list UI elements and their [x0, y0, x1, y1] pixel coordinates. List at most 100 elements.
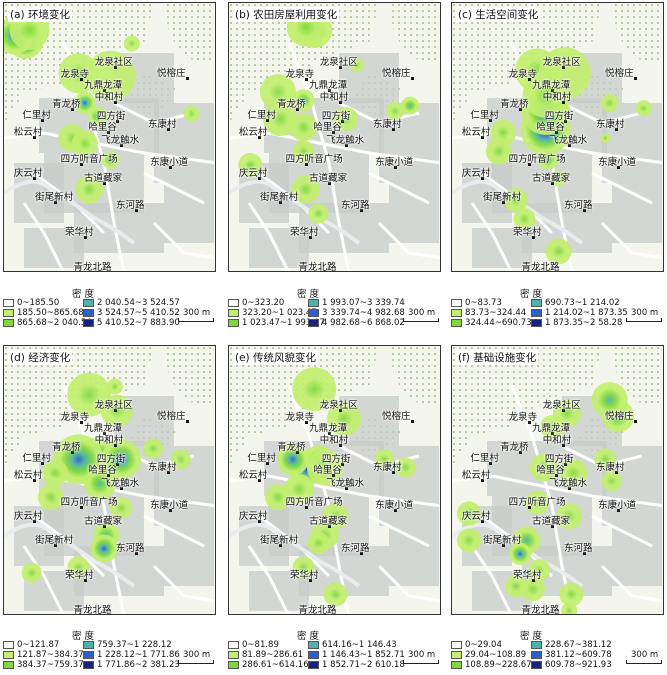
- scale-bar: [403, 318, 439, 322]
- place-marker: [317, 614, 320, 615]
- place-marker: [360, 209, 364, 213]
- place-label: 荣华村: [512, 570, 542, 582]
- built-up-block: [339, 53, 399, 103]
- place-label: 仁里村: [22, 452, 51, 464]
- legend-item: 1 873.35~2 58.28: [531, 318, 622, 328]
- place-marker: [167, 471, 170, 475]
- panel-title: (b) 农田房屋利用变化: [233, 7, 340, 22]
- road: [287, 42, 351, 271]
- legend-item: 286.61~614.16: [228, 660, 309, 670]
- place-label: 中和村: [94, 92, 124, 104]
- built-up-block: [389, 526, 439, 586]
- place-marker: [120, 487, 124, 491]
- place-label: 四方听音广场: [60, 497, 118, 509]
- farmland-area: [229, 3, 379, 123]
- legend-item: 121.87~384.37: [3, 650, 84, 660]
- legend-label: 4 982.68~6 868.02: [322, 318, 405, 328]
- place-marker: [32, 176, 36, 180]
- density-hotspot: [529, 453, 558, 482]
- legend-swatch: [83, 641, 94, 649]
- road: [470, 545, 513, 614]
- place-marker: [392, 128, 395, 132]
- panel-title: (f) 基础设施变化: [456, 350, 539, 365]
- density-hotspot: [263, 102, 298, 137]
- density-hotspot: [601, 471, 622, 491]
- place-label: 龙泉寺: [508, 69, 538, 81]
- legend-item: 4 982.68~6 868.02: [308, 318, 405, 328]
- legend-title: 密 度: [296, 631, 320, 642]
- legend-item: 1 214.02~1 873.35: [531, 308, 628, 318]
- legend-item: 0~185.50: [3, 298, 59, 308]
- place-marker: [107, 130, 111, 134]
- place-marker: [480, 479, 484, 483]
- place-marker: [103, 525, 107, 529]
- farmland-area: [612, 346, 663, 406]
- density-hotspot: [556, 503, 583, 530]
- density-hotspot: [289, 113, 318, 142]
- legend-swatch: [3, 651, 14, 659]
- place-label: 青龙北路: [73, 605, 112, 615]
- legend-b: 密 度 0~323.20 323.20~1 023.47 1 023.47~1 993…: [228, 286, 443, 330]
- place-marker: [308, 236, 312, 240]
- scale-bar: [403, 660, 439, 664]
- legend-swatch: [531, 299, 542, 307]
- place-label: 古道藏家: [532, 516, 571, 528]
- place-marker: [257, 176, 261, 180]
- place-marker: [113, 409, 117, 412]
- legend-label: 0~185.50: [17, 298, 60, 308]
- legend-swatch: [451, 299, 462, 307]
- legend-label: 1 852.71~2 610.18: [322, 660, 405, 670]
- place-marker: [527, 421, 531, 425]
- legend-swatch: [83, 651, 94, 659]
- density-hotspot: [504, 575, 527, 598]
- density-hotspot: [323, 582, 348, 607]
- place-label: 四方街: [544, 111, 574, 122]
- place-label: 龙泉社区: [542, 57, 581, 68]
- built-up-block: [612, 183, 662, 243]
- legend-item: 108.89~228.67: [451, 660, 532, 670]
- map-panel-e: (e) 传统风貌变化 龙泉寺 龙泉社区 悦榕庄 九鼎龙潭 中和村 青龙桥 仁里村 四方街 哈里谷…: [228, 345, 441, 615]
- place-label: 哈里谷: [313, 121, 342, 133]
- place-label: 街尾新村: [35, 192, 74, 203]
- place-marker: [71, 107, 75, 111]
- scale-bar: [178, 318, 214, 322]
- density-hotspot: [561, 602, 578, 614]
- place-marker: [308, 579, 312, 583]
- place-label: 哈里谷: [313, 464, 342, 476]
- place-marker: [480, 136, 484, 140]
- place-label: 庆云村: [461, 510, 491, 522]
- legend-swatch: [83, 319, 94, 327]
- legend-label: 121.87~384.37: [17, 650, 84, 660]
- built-up-block: [249, 228, 309, 268]
- place-label: 飞龙触水: [326, 135, 365, 147]
- place-marker: [568, 144, 572, 148]
- place-label: 中和村: [94, 435, 124, 447]
- map-panel-f: (f) 基础设施变化 龙泉寺 龙泉社区 悦榕庄 九鼎龙潭 中和村 青龙桥 仁里村 四方街 哈里谷…: [451, 345, 664, 615]
- place-label: 荣华村: [512, 227, 542, 239]
- farmland-area: [389, 346, 440, 406]
- place-marker: [563, 120, 567, 123]
- legend-item: 865.68~2 040.54: [3, 318, 92, 328]
- legend-label: 83.73~324.44: [465, 308, 527, 318]
- place-marker: [561, 101, 565, 105]
- legend-item: 0~29.04: [451, 640, 502, 650]
- place-label: 九鼎龙潭: [84, 422, 123, 434]
- road: [143, 171, 205, 205]
- place-label: 哈里谷: [88, 121, 117, 133]
- legend-swatch: [531, 309, 542, 317]
- place-label: 九鼎龙潭: [309, 79, 348, 91]
- place-label: 四方街: [96, 111, 126, 122]
- road: [62, 385, 126, 614]
- place-label: 青龙桥: [500, 441, 529, 453]
- legend-label: 1 771.86~2 381.23: [97, 660, 180, 670]
- place-marker: [115, 463, 119, 466]
- place-label: 东河路: [564, 543, 593, 555]
- place-label: 东康小道: [375, 156, 414, 168]
- place-label: 青龙北路: [298, 262, 337, 272]
- density-hotspot: [42, 459, 69, 486]
- place-label: 古道藏家: [309, 173, 348, 185]
- place-marker: [340, 120, 344, 123]
- road: [368, 514, 430, 548]
- legend-item: 323.20~1 023.47: [228, 308, 317, 318]
- legend-swatch: [3, 309, 14, 317]
